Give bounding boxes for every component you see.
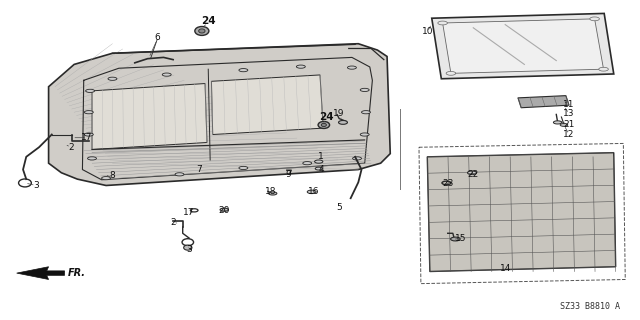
Ellipse shape [184,245,192,250]
Polygon shape [432,13,614,79]
Polygon shape [211,75,323,134]
Ellipse shape [198,29,205,33]
Ellipse shape [239,166,248,170]
Text: 3: 3 [186,245,192,254]
Ellipse shape [86,89,95,92]
Polygon shape [92,84,207,149]
Text: 18: 18 [265,188,276,196]
Text: FR.: FR. [68,268,86,278]
Text: 15: 15 [455,234,467,243]
Polygon shape [518,96,569,108]
Text: 8: 8 [109,172,115,180]
Text: 17: 17 [183,208,195,217]
Ellipse shape [467,171,476,174]
Ellipse shape [303,162,312,165]
Text: 2: 2 [68,143,74,152]
Ellipse shape [590,17,600,21]
Ellipse shape [296,65,305,68]
Text: SZ33 B8810 A: SZ33 B8810 A [560,302,620,311]
Ellipse shape [175,173,184,176]
Ellipse shape [220,208,228,211]
Ellipse shape [269,192,277,195]
Text: 24: 24 [201,16,216,27]
Ellipse shape [360,133,369,136]
Text: 22: 22 [468,170,479,179]
Ellipse shape [195,27,209,36]
Text: 24: 24 [319,112,333,122]
Text: 19: 19 [333,109,345,118]
Ellipse shape [88,157,97,160]
Text: 23: 23 [442,180,453,188]
Text: 13: 13 [563,109,575,118]
Ellipse shape [84,111,93,114]
Ellipse shape [239,68,248,72]
Polygon shape [49,44,390,186]
Ellipse shape [102,177,111,180]
Ellipse shape [307,190,316,194]
Ellipse shape [451,237,460,241]
Ellipse shape [438,21,447,25]
Ellipse shape [353,157,362,160]
Text: 3: 3 [33,181,38,190]
Text: 1: 1 [319,152,324,161]
Polygon shape [443,19,604,73]
Ellipse shape [362,111,371,114]
Text: 11: 11 [563,100,575,109]
Text: 5: 5 [336,203,342,212]
Text: 14: 14 [499,264,511,273]
Text: 9: 9 [285,170,291,179]
Text: 4: 4 [319,165,324,174]
Ellipse shape [360,88,369,92]
Ellipse shape [321,123,326,126]
Text: 17: 17 [81,133,93,142]
Ellipse shape [318,122,330,128]
Text: 20: 20 [218,206,230,215]
Ellipse shape [163,73,172,76]
Ellipse shape [84,133,93,136]
Ellipse shape [599,67,609,71]
Ellipse shape [316,167,322,170]
Polygon shape [428,153,616,271]
Ellipse shape [348,66,356,69]
Ellipse shape [315,160,323,163]
Text: 16: 16 [308,188,319,196]
Ellipse shape [108,77,117,80]
Ellipse shape [560,124,568,126]
Ellipse shape [554,121,562,124]
Polygon shape [17,267,65,279]
Ellipse shape [446,71,456,75]
Text: 6: 6 [154,33,160,42]
Text: 7: 7 [196,165,202,174]
Ellipse shape [339,121,348,124]
Text: 10: 10 [422,28,433,36]
Text: 12: 12 [563,130,575,139]
Text: 21: 21 [563,120,575,130]
Text: 2: 2 [170,218,176,227]
